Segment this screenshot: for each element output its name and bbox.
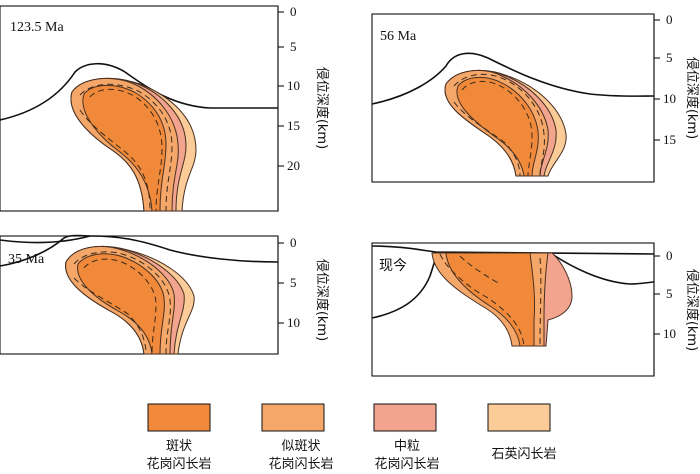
panel-56ma: 56 Ma 0 5 10 15 侵位深度(km) [371,12,700,183]
tick-label: 10 [663,326,676,341]
tick-label: 10 [287,78,300,93]
tick-label: 0 [290,4,297,19]
legend-item-quartz-diorite: 石英闪长岩 [487,403,557,462]
pluton-body [65,245,195,355]
porphyritic-granodiorite-core [82,85,167,212]
depth-axis-ticks: 0 5 10 15 [654,12,676,147]
tick-label: 20 [287,158,300,173]
tick-label: 5 [666,286,673,301]
legend-label-line1: 石英闪长岩 [491,447,556,462]
legend-swatch [373,403,437,432]
depth-axis-title: 侵位深度(km) [314,259,330,341]
depth-axis-ticks: 0 5 10 [654,248,676,341]
tick-label: 0 [290,235,297,250]
legend: 斑状 花岗闪长岩 似斑状 花岗闪长岩 中粒 花岗闪长岩 石英闪长岩 [146,403,557,472]
tick-label: 0 [666,248,673,263]
legend-swatch [147,403,211,432]
surface-outline [0,62,278,121]
legend-label-line1: 似斑状 [281,439,320,454]
panel-age-label: 56 Ma [380,29,417,44]
depth-axis-title: 侵位深度(km) [314,67,330,149]
tick-label: 0 [666,12,673,27]
panel-1235ma: 123.5 Ma 0 5 10 15 20 侵位深度(km) [0,4,330,212]
legend-item-medium-grain: 中粒 花岗闪长岩 [373,403,440,472]
depth-axis-ticks: 0 5 10 15 20 [278,4,300,173]
country-rock-outline-right [551,253,655,285]
legend-label-line2: 花岗闪长岩 [268,456,333,472]
pluton-body [70,78,197,212]
depth-axis-title: 侵位深度(km) [684,57,700,139]
surface-outline [0,234,279,267]
tick-label: 15 [663,132,676,147]
legend-swatch [487,403,551,432]
tick-label: 10 [287,315,300,330]
legend-label-line1: 中粒 [394,439,420,454]
panel-age-label: 现今 [379,258,407,274]
legend-label-line1: 斑状 [166,439,192,454]
legend-label-line2: 花岗闪长岩 [146,456,211,472]
depth-axis-title: 侵位深度(km) [684,269,700,351]
porphyritic-granodiorite-core [445,252,536,347]
surface-outline [371,245,655,255]
tick-label: 10 [663,91,676,106]
pluton-body [431,252,573,347]
legend-label-line2: 花岗闪长岩 [374,456,439,472]
porphyritic-granodiorite-core [77,253,165,355]
tick-label: 5 [290,39,297,54]
legend-item-porphyritic: 斑状 花岗闪长岩 [146,403,212,472]
pluton-body [444,70,567,177]
tick-label: 5 [666,50,673,65]
panel-35ma: 35 Ma 0 5 10 侵位深度(km) [0,234,330,355]
legend-item-porphyritic-like: 似斑状 花岗闪长岩 [261,403,334,472]
tick-label: 15 [287,118,300,133]
upper-surface-line [0,235,91,244]
tick-label: 5 [290,275,297,290]
panel-present: 现今 0 5 10 侵位深度(km) [371,242,700,377]
panel-age-label: 123.5 Ma [10,20,64,35]
legend-swatch [261,403,325,432]
surface-outline [371,52,655,105]
depth-axis-ticks: 0 5 10 [278,235,300,330]
